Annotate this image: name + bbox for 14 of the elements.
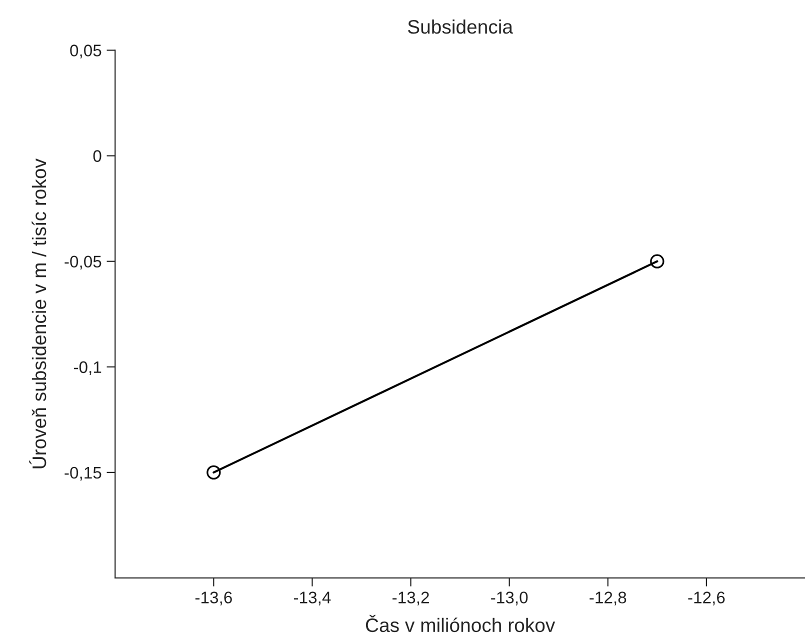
x-tick-label: -13,2 bbox=[392, 592, 429, 606]
y-tick-label: 0,05 bbox=[70, 44, 102, 58]
x-tick-label: -13,4 bbox=[294, 592, 331, 606]
chart-title: Subsidencia bbox=[408, 19, 514, 34]
y-tick-label: -0,1 bbox=[74, 361, 102, 376]
y-tick-label: -0,15 bbox=[64, 466, 102, 481]
x-axis-title: Čas v miliónoch rokov bbox=[366, 614, 556, 632]
x-tick-label: -12,8 bbox=[590, 592, 626, 606]
x-tick-label: -12,6 bbox=[688, 592, 725, 606]
x-tick-label: -13,6 bbox=[195, 592, 232, 606]
y-axis-title: Úroveň subsidencie v m / tisíc rokov bbox=[29, 158, 46, 468]
x-tick-label: -13,0 bbox=[491, 592, 528, 606]
y-tick-label: -0,05 bbox=[64, 256, 102, 270]
y-tick-label: 0 bbox=[93, 150, 102, 162]
